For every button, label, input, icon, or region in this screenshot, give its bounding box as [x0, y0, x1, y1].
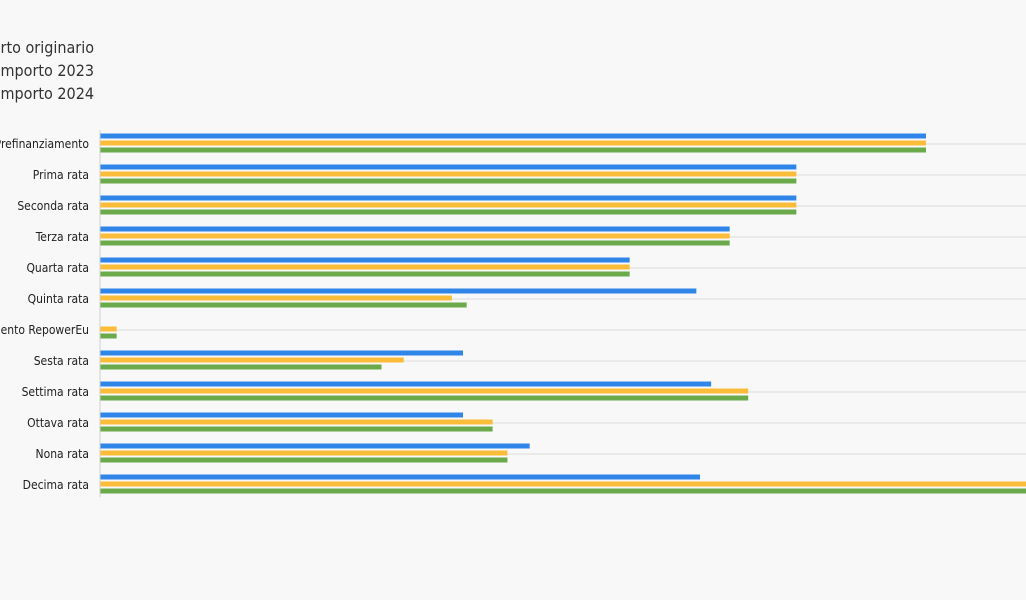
bar-2-6[interactable]	[100, 295, 452, 301]
gridlines	[100, 143, 1026, 486]
category-label: Aumento RepowerEu	[0, 323, 89, 337]
bar-1-12[interactable]	[100, 474, 701, 480]
category-label: Prefinanziamento	[0, 137, 89, 151]
category-label: Sesta rata	[34, 354, 89, 368]
bar-1-2[interactable]	[100, 164, 797, 170]
bar-1-4[interactable]	[100, 226, 730, 232]
bar-2-2[interactable]	[100, 171, 797, 177]
legend: Importo originario Nuovo importo 2023 Nuov…	[0, 38, 94, 103]
bar-2-5[interactable]	[100, 264, 630, 270]
bar-3-2[interactable]	[100, 178, 797, 184]
category-label: Nona rata	[36, 447, 89, 461]
bar-2-9[interactable]	[100, 388, 749, 394]
bar-1-3[interactable]	[100, 195, 797, 201]
bar-2-10[interactable]	[100, 419, 493, 425]
bar-3-9[interactable]	[100, 395, 749, 401]
bar-1-1[interactable]	[100, 133, 926, 139]
bar-2-12[interactable]	[100, 481, 1026, 487]
category-label: Ottava rata	[27, 416, 89, 430]
bar-2-1[interactable]	[100, 140, 926, 146]
bar-1-6[interactable]	[100, 288, 697, 294]
bar-3-3[interactable]	[100, 209, 797, 215]
bar-1-9[interactable]	[100, 381, 712, 387]
bar-2-3[interactable]	[100, 202, 797, 208]
bar-2-7[interactable]	[100, 326, 117, 332]
bar-2-8[interactable]	[100, 357, 404, 363]
bar-3-12[interactable]	[100, 488, 1026, 494]
category-label: Settima rata	[22, 385, 89, 399]
bar-3-11[interactable]	[100, 457, 508, 463]
bar-1-10[interactable]	[100, 412, 463, 418]
category-label: Decima rata	[23, 478, 89, 492]
bar-3-8[interactable]	[100, 364, 382, 370]
bar-3-7[interactable]	[100, 333, 117, 339]
category-labels: Prefinanziamento Prima rata Seconda rata Te…	[0, 137, 89, 492]
bar-1-11[interactable]	[100, 443, 530, 449]
category-label: Quarta rata	[26, 261, 89, 275]
bar-3-10[interactable]	[100, 426, 493, 432]
bars	[100, 133, 1026, 494]
legend-item-2[interactable]: Nuovo importo 2023	[0, 61, 94, 80]
bar-3-5[interactable]	[100, 271, 630, 277]
bar-2-11[interactable]	[100, 450, 508, 456]
category-label: Seconda rata	[17, 199, 89, 213]
category-label: Terza rata	[35, 230, 89, 244]
bar-1-5[interactable]	[100, 257, 630, 263]
category-label: Prima rata	[33, 168, 89, 182]
category-label: Quinta rata	[28, 292, 89, 306]
bar-3-4[interactable]	[100, 240, 730, 246]
legend-item-1[interactable]: Importo originario	[0, 38, 94, 57]
bar-2-4[interactable]	[100, 233, 730, 239]
bar-3-1[interactable]	[100, 147, 926, 153]
legend-item-3[interactable]: Nuovo importo 2024	[0, 84, 94, 103]
bar-1-8[interactable]	[100, 350, 463, 356]
bar-3-6[interactable]	[100, 302, 467, 308]
